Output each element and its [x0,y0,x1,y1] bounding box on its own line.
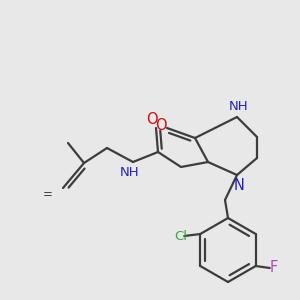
Text: N: N [234,178,244,193]
Text: O: O [146,112,158,128]
Text: F: F [270,260,278,275]
Text: NH: NH [120,167,140,179]
Text: O: O [155,118,167,133]
Text: Cl: Cl [174,230,187,244]
Text: =: = [43,188,53,202]
Text: NH: NH [229,100,249,113]
